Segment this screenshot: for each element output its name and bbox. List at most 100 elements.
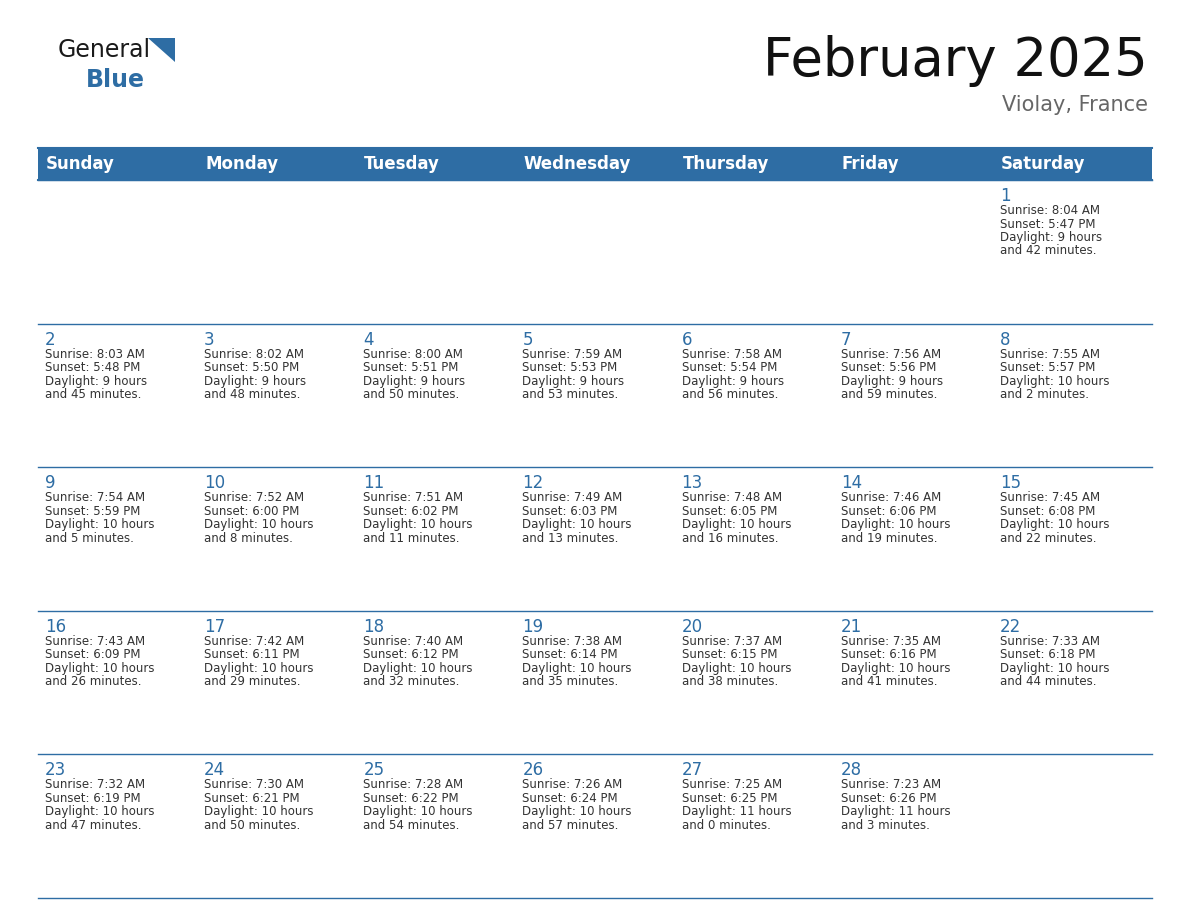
Text: Sunrise: 7:38 AM: Sunrise: 7:38 AM — [523, 635, 623, 648]
Text: Sunset: 5:48 PM: Sunset: 5:48 PM — [45, 361, 140, 375]
Text: Sunset: 6:19 PM: Sunset: 6:19 PM — [45, 792, 140, 805]
Text: Sunrise: 7:51 AM: Sunrise: 7:51 AM — [364, 491, 463, 504]
Text: and 22 minutes.: and 22 minutes. — [1000, 532, 1097, 544]
Text: February 2025: February 2025 — [763, 35, 1148, 87]
Text: Sunset: 6:26 PM: Sunset: 6:26 PM — [841, 792, 936, 805]
Text: and 3 minutes.: and 3 minutes. — [841, 819, 929, 832]
Text: Daylight: 10 hours: Daylight: 10 hours — [523, 805, 632, 819]
Text: Sunset: 5:56 PM: Sunset: 5:56 PM — [841, 361, 936, 375]
Text: 1: 1 — [1000, 187, 1011, 205]
Text: and 50 minutes.: and 50 minutes. — [204, 819, 301, 832]
Text: 4: 4 — [364, 330, 374, 349]
Text: Daylight: 10 hours: Daylight: 10 hours — [1000, 375, 1110, 387]
Text: Sunset: 6:18 PM: Sunset: 6:18 PM — [1000, 648, 1095, 661]
Text: Sunrise: 7:43 AM: Sunrise: 7:43 AM — [45, 635, 145, 648]
Text: Daylight: 10 hours: Daylight: 10 hours — [364, 662, 473, 675]
Text: and 53 minutes.: and 53 minutes. — [523, 388, 619, 401]
Text: Sunset: 5:53 PM: Sunset: 5:53 PM — [523, 361, 618, 375]
Text: 15: 15 — [1000, 475, 1020, 492]
Text: and 19 minutes.: and 19 minutes. — [841, 532, 937, 544]
Text: Daylight: 10 hours: Daylight: 10 hours — [45, 518, 154, 532]
Text: Daylight: 10 hours: Daylight: 10 hours — [682, 518, 791, 532]
Text: and 11 minutes.: and 11 minutes. — [364, 532, 460, 544]
Text: and 38 minutes.: and 38 minutes. — [682, 676, 778, 688]
Text: Sunset: 6:03 PM: Sunset: 6:03 PM — [523, 505, 618, 518]
Text: 2: 2 — [45, 330, 56, 349]
Text: Daylight: 9 hours: Daylight: 9 hours — [523, 375, 625, 387]
Text: 19: 19 — [523, 618, 544, 636]
Text: 23: 23 — [45, 761, 67, 779]
Text: and 35 minutes.: and 35 minutes. — [523, 676, 619, 688]
Text: 28: 28 — [841, 761, 861, 779]
Text: Daylight: 9 hours: Daylight: 9 hours — [204, 375, 307, 387]
Text: Sunset: 6:14 PM: Sunset: 6:14 PM — [523, 648, 618, 661]
Text: Sunset: 6:24 PM: Sunset: 6:24 PM — [523, 792, 618, 805]
Text: Daylight: 10 hours: Daylight: 10 hours — [45, 805, 154, 819]
Text: Sunrise: 7:45 AM: Sunrise: 7:45 AM — [1000, 491, 1100, 504]
Text: Sunrise: 7:23 AM: Sunrise: 7:23 AM — [841, 778, 941, 791]
Text: 18: 18 — [364, 618, 385, 636]
Text: 6: 6 — [682, 330, 693, 349]
Text: 11: 11 — [364, 475, 385, 492]
Text: and 41 minutes.: and 41 minutes. — [841, 676, 937, 688]
Text: Sunset: 6:09 PM: Sunset: 6:09 PM — [45, 648, 140, 661]
Text: and 44 minutes.: and 44 minutes. — [1000, 676, 1097, 688]
Text: 13: 13 — [682, 475, 703, 492]
Text: and 13 minutes.: and 13 minutes. — [523, 532, 619, 544]
Text: Daylight: 10 hours: Daylight: 10 hours — [1000, 518, 1110, 532]
Text: Friday: Friday — [842, 155, 899, 173]
Text: Sunrise: 7:52 AM: Sunrise: 7:52 AM — [204, 491, 304, 504]
Text: Sunset: 6:05 PM: Sunset: 6:05 PM — [682, 505, 777, 518]
Text: Sunrise: 7:54 AM: Sunrise: 7:54 AM — [45, 491, 145, 504]
Text: and 56 minutes.: and 56 minutes. — [682, 388, 778, 401]
Text: Sunrise: 7:55 AM: Sunrise: 7:55 AM — [1000, 348, 1100, 361]
Text: Sunset: 5:47 PM: Sunset: 5:47 PM — [1000, 218, 1095, 230]
Text: General: General — [58, 38, 151, 62]
Text: 14: 14 — [841, 475, 861, 492]
Text: Sunrise: 7:58 AM: Sunrise: 7:58 AM — [682, 348, 782, 361]
Text: Sunrise: 7:32 AM: Sunrise: 7:32 AM — [45, 778, 145, 791]
Text: 21: 21 — [841, 618, 862, 636]
Text: Saturday: Saturday — [1000, 155, 1086, 173]
Text: Daylight: 10 hours: Daylight: 10 hours — [204, 518, 314, 532]
Bar — [38, 148, 1152, 180]
Text: Sunrise: 7:30 AM: Sunrise: 7:30 AM — [204, 778, 304, 791]
Text: 3: 3 — [204, 330, 215, 349]
Text: and 42 minutes.: and 42 minutes. — [1000, 244, 1097, 258]
Text: Sunset: 6:16 PM: Sunset: 6:16 PM — [841, 648, 936, 661]
Text: and 54 minutes.: and 54 minutes. — [364, 819, 460, 832]
Text: 22: 22 — [1000, 618, 1022, 636]
Text: and 26 minutes.: and 26 minutes. — [45, 676, 141, 688]
Text: Sunset: 6:08 PM: Sunset: 6:08 PM — [1000, 505, 1095, 518]
Text: Daylight: 9 hours: Daylight: 9 hours — [682, 375, 784, 387]
Text: Sunrise: 7:59 AM: Sunrise: 7:59 AM — [523, 348, 623, 361]
Text: Daylight: 10 hours: Daylight: 10 hours — [1000, 662, 1110, 675]
Text: 10: 10 — [204, 475, 226, 492]
Text: Sunset: 5:59 PM: Sunset: 5:59 PM — [45, 505, 140, 518]
Text: and 50 minutes.: and 50 minutes. — [364, 388, 460, 401]
Text: Daylight: 10 hours: Daylight: 10 hours — [204, 662, 314, 675]
Text: Sunrise: 7:28 AM: Sunrise: 7:28 AM — [364, 778, 463, 791]
Text: and 16 minutes.: and 16 minutes. — [682, 532, 778, 544]
Text: Daylight: 10 hours: Daylight: 10 hours — [682, 662, 791, 675]
Text: Sunset: 6:15 PM: Sunset: 6:15 PM — [682, 648, 777, 661]
Text: Daylight: 10 hours: Daylight: 10 hours — [523, 518, 632, 532]
Text: Tuesday: Tuesday — [365, 155, 441, 173]
Text: and 47 minutes.: and 47 minutes. — [45, 819, 141, 832]
Text: Monday: Monday — [206, 155, 278, 173]
Text: Daylight: 11 hours: Daylight: 11 hours — [682, 805, 791, 819]
Text: Sunrise: 7:46 AM: Sunrise: 7:46 AM — [841, 491, 941, 504]
Text: and 48 minutes.: and 48 minutes. — [204, 388, 301, 401]
Text: Sunset: 5:54 PM: Sunset: 5:54 PM — [682, 361, 777, 375]
Text: 24: 24 — [204, 761, 226, 779]
Text: Sunrise: 8:03 AM: Sunrise: 8:03 AM — [45, 348, 145, 361]
Text: 16: 16 — [45, 618, 67, 636]
Text: 5: 5 — [523, 330, 533, 349]
Text: Sunrise: 7:49 AM: Sunrise: 7:49 AM — [523, 491, 623, 504]
Text: Sunrise: 7:37 AM: Sunrise: 7:37 AM — [682, 635, 782, 648]
Text: 20: 20 — [682, 618, 702, 636]
Text: and 32 minutes.: and 32 minutes. — [364, 676, 460, 688]
Text: 25: 25 — [364, 761, 385, 779]
Text: Sunrise: 8:00 AM: Sunrise: 8:00 AM — [364, 348, 463, 361]
Text: Sunset: 6:22 PM: Sunset: 6:22 PM — [364, 792, 459, 805]
